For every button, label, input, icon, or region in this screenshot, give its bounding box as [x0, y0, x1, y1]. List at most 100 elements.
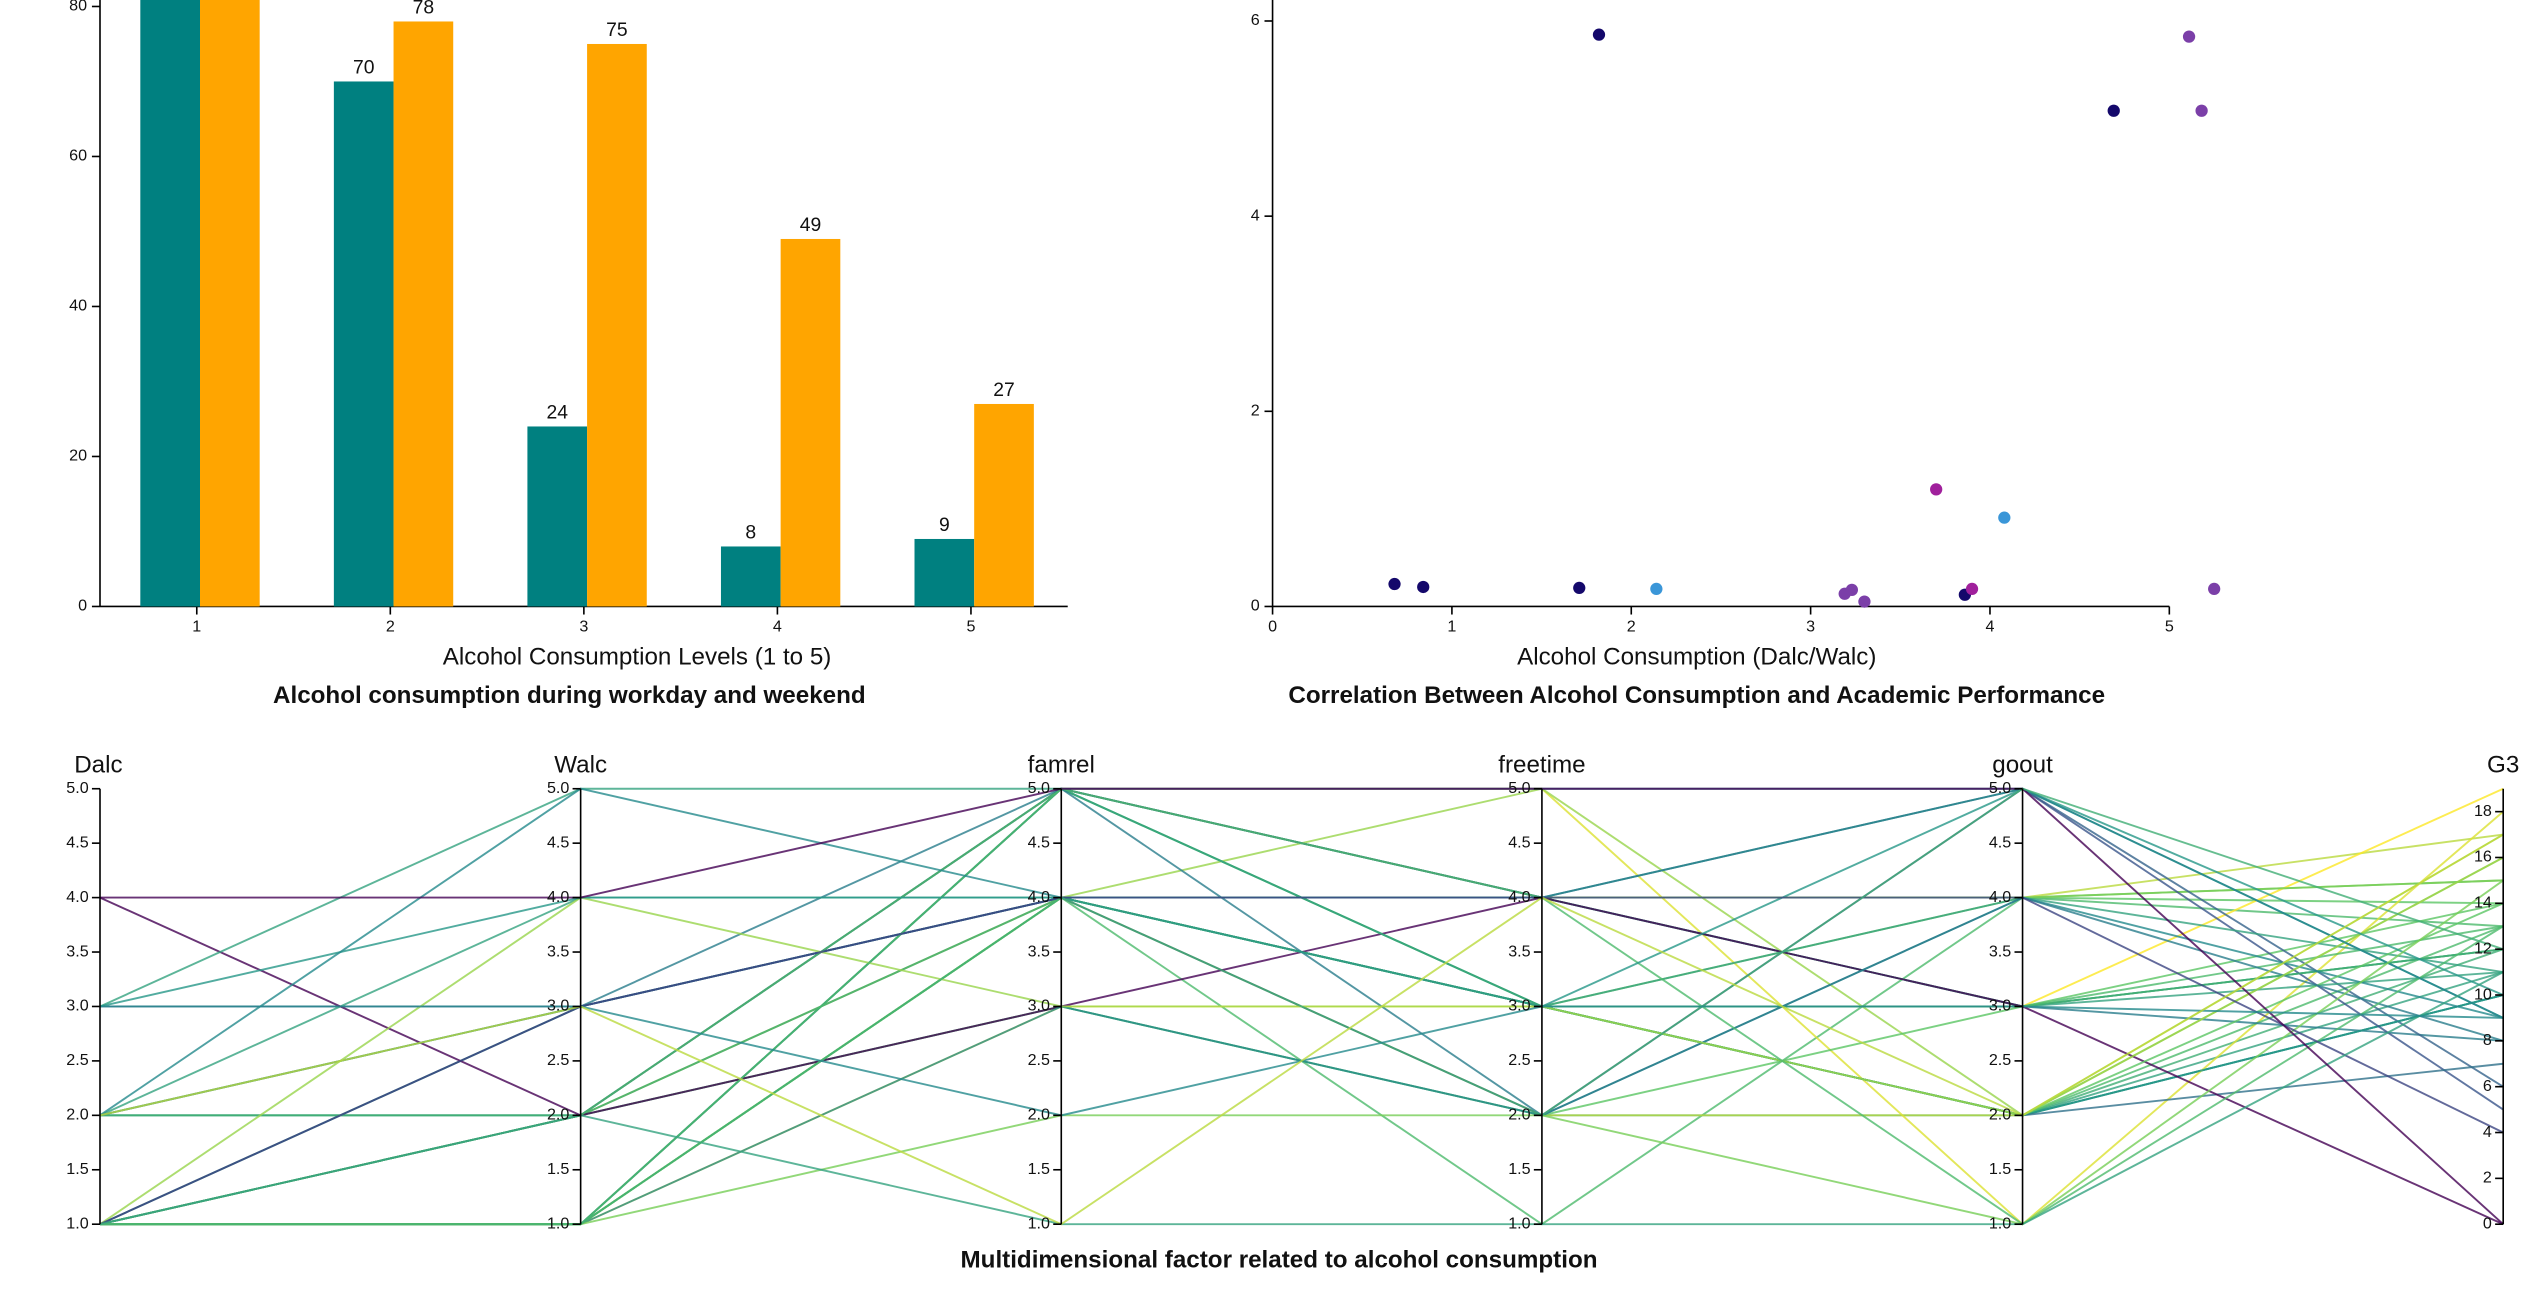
y-tick-label: 1.5 — [1989, 1160, 2011, 1178]
y-tick-label: 4.5 — [1989, 833, 2011, 851]
y-tick-label: 5.0 — [1989, 779, 2011, 797]
y-tick-label: 4.0 — [1508, 888, 1530, 906]
y-tick-label: 4 — [1251, 206, 1260, 224]
y-tick-label: 5.0 — [547, 779, 569, 797]
scatter-point — [1573, 581, 1586, 595]
parallel-line — [99, 971, 2504, 1226]
x-axis-label: Alcohol Consumption (Dalc/Walc) — [1517, 643, 1876, 670]
axis-name: Walc — [554, 752, 607, 779]
parallel-line — [99, 787, 2504, 1008]
x-tick-label: 1 — [192, 618, 201, 636]
scatter-point — [1998, 511, 2011, 524]
y-tick-label: 2.5 — [1508, 1051, 1530, 1069]
bar — [780, 238, 841, 607]
axis-name: freetime — [1498, 752, 1585, 779]
y-tick-label: 3.0 — [66, 997, 88, 1015]
y-tick-label: 0 — [1251, 597, 1260, 615]
scatter-point — [1592, 28, 1606, 41]
y-tick-label: 6 — [1251, 11, 1260, 29]
axis-name: G3 — [2487, 752, 2519, 779]
y-tick-label: 0 — [78, 597, 87, 615]
y-tick-label: 20 — [69, 447, 87, 465]
y-tick-label: 1.0 — [66, 1214, 88, 1232]
x-tick-label: 2 — [386, 618, 395, 636]
parallel-line — [99, 856, 2504, 1226]
y-tick-label: 80 — [69, 0, 87, 15]
bar — [140, 0, 200, 607]
y-tick-label: 0 — [2483, 1214, 2492, 1232]
bar — [720, 546, 781, 607]
x-tick-label: 4 — [773, 618, 782, 636]
y-tick-label: 2.5 — [1028, 1051, 1050, 1069]
scatter-point — [2107, 104, 2120, 117]
y-tick-label: 1.5 — [66, 1160, 88, 1178]
axis-name: famrel — [1028, 752, 1095, 779]
scatter-point — [1930, 483, 1943, 496]
scatter-point — [2208, 582, 2221, 596]
y-tick-label: 5.0 — [1028, 779, 1050, 797]
y-tick-label: 4.5 — [1028, 833, 1050, 851]
bar-value-label: 27 — [993, 379, 1015, 401]
x-tick-label: 5 — [2165, 618, 2174, 636]
scatter-point — [1388, 577, 1401, 591]
scatter-point — [1417, 580, 1430, 594]
bar-value-label: 8 — [745, 522, 756, 544]
y-tick-label: 3.0 — [1508, 997, 1530, 1015]
bar — [393, 21, 454, 607]
y-tick-label: 2.5 — [66, 1051, 88, 1069]
bar-value-label: 49 — [800, 214, 822, 236]
bar-value-label: 70 — [353, 57, 375, 79]
bar — [914, 538, 975, 607]
y-tick-label: 2.0 — [66, 1106, 88, 1124]
bar — [199, 0, 260, 607]
y-tick-label: 1.0 — [1028, 1214, 1050, 1232]
bar-value-label: 75 — [606, 19, 628, 41]
parallel-line — [99, 787, 2504, 1225]
scatter-point — [1845, 583, 1859, 597]
parallel-line — [99, 896, 2504, 1226]
y-tick-label: 3.5 — [1508, 942, 1530, 960]
chart-title: Alcohol consumption during workday and w… — [273, 682, 866, 709]
y-tick-label: 4 — [2483, 1123, 2492, 1141]
y-tick-label: 2 — [2483, 1169, 2492, 1187]
y-tick-label: 4.0 — [1989, 888, 2011, 906]
x-tick-label: 3 — [579, 618, 588, 636]
chart-title: Multidimensional factor related to alcoh… — [961, 1247, 1598, 1274]
y-tick-label: 4.0 — [547, 888, 569, 906]
x-axis-label: Alcohol Consumption Levels (1 to 5) — [443, 643, 832, 670]
parallel-line — [99, 833, 2504, 1226]
y-tick-label: 2.0 — [1508, 1106, 1530, 1124]
bar-value-label: 78 — [413, 0, 435, 19]
bar-value-label: 24 — [546, 402, 568, 424]
y-tick-label: 18 — [2474, 802, 2492, 820]
bar-value-label: 9 — [939, 514, 950, 536]
x-tick-label: 3 — [1806, 618, 1815, 636]
chart-title: Correlation Between Alcohol Consumption … — [1288, 682, 2105, 709]
y-tick-label: 3.0 — [1989, 997, 2011, 1015]
y-tick-label: 4.0 — [66, 888, 88, 906]
y-tick-label: 3.5 — [1028, 942, 1050, 960]
scatter-point — [2182, 30, 2196, 43]
y-tick-label: 4.5 — [547, 833, 569, 851]
y-tick-label: 1.5 — [1028, 1160, 1050, 1178]
y-tick-label: 3.5 — [1989, 942, 2011, 960]
y-tick-label: 2 — [1251, 402, 1260, 420]
x-tick-label: 2 — [1627, 618, 1636, 636]
y-tick-label: 3.5 — [547, 942, 569, 960]
scatter-point — [1650, 582, 1663, 596]
y-tick-label: 1.5 — [547, 1160, 569, 1178]
y-tick-label: 2.0 — [1989, 1106, 2011, 1124]
y-tick-label: 4.0 — [1028, 888, 1050, 906]
y-tick-label: 16 — [2474, 848, 2492, 866]
y-tick-label: 2.0 — [547, 1106, 569, 1124]
bar — [587, 43, 647, 607]
scatter-point — [1965, 582, 1979, 596]
x-tick-label: 1 — [1447, 618, 1456, 636]
y-tick-label: 3.0 — [547, 997, 569, 1015]
y-tick-label: 2.5 — [547, 1051, 569, 1069]
scatter-point — [1858, 595, 1871, 608]
y-tick-label: 8 — [2483, 1031, 2492, 1049]
parallel-line — [99, 879, 2504, 1226]
